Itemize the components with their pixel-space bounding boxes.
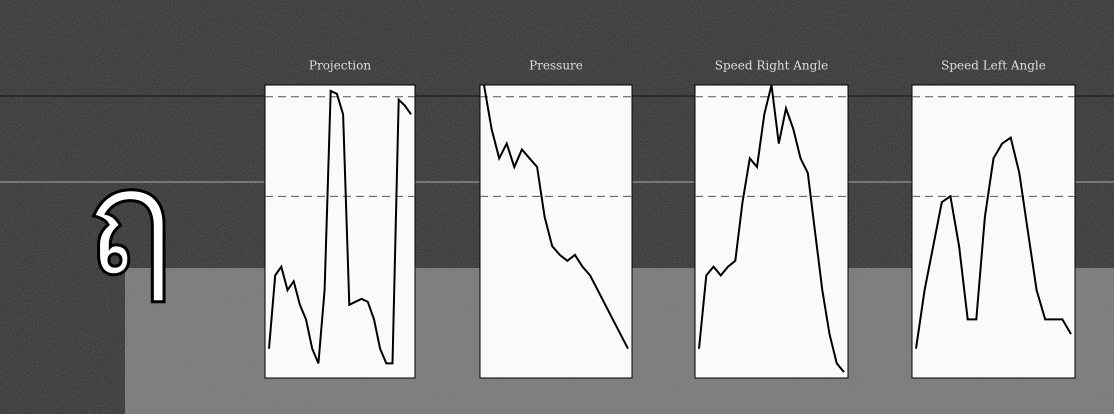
character: ฤ (85, 136, 176, 310)
plot-area (695, 85, 848, 378)
chart-title: Pressure (529, 59, 583, 73)
plot-area (480, 85, 632, 378)
chart-title: Speed Left Angle (941, 59, 1046, 73)
chart-title: Speed Right Angle (715, 59, 829, 73)
chart-title: Projection (309, 59, 371, 73)
figure: ฤ Projection Pressure Speed Right Angle Spe… (0, 0, 1114, 414)
